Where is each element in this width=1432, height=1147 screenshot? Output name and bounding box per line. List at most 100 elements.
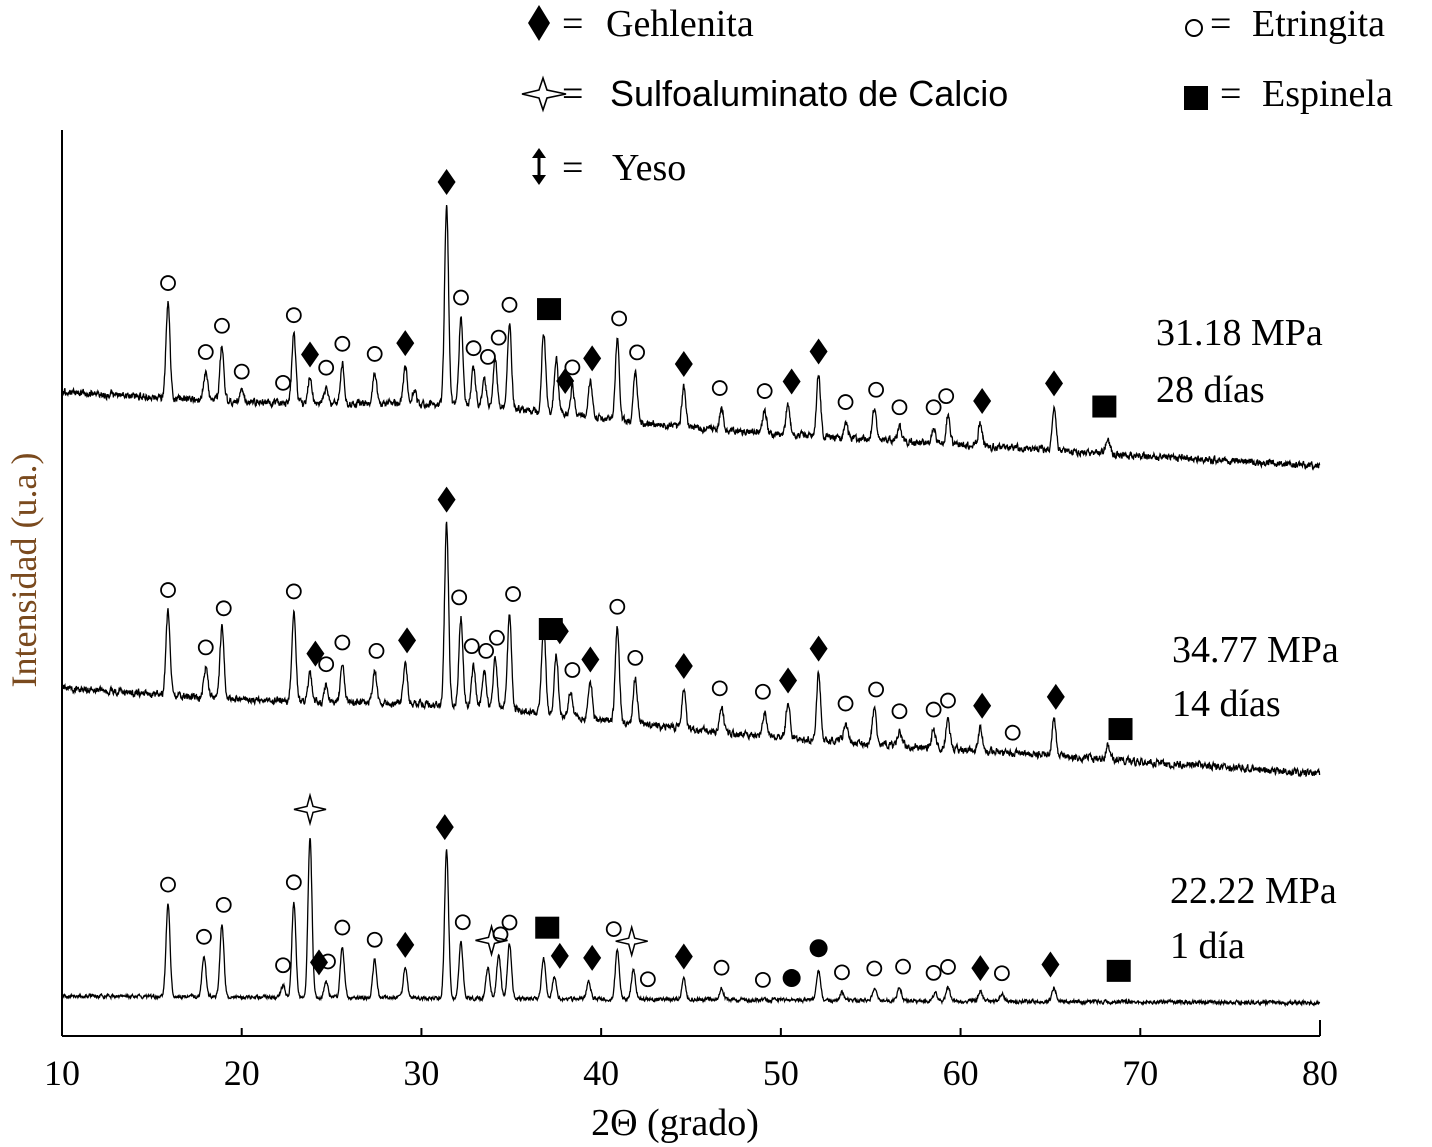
series-label-28dias: 31.18 MPa 28 días — [1156, 312, 1323, 411]
x-axis-label: 2Θ (grado) — [591, 1102, 759, 1144]
peak-marker-circle-open — [480, 348, 496, 365]
peak-marker-circle-open — [197, 344, 214, 360]
peak-marker-circle-open — [318, 359, 335, 376]
peak-marker-circle-open — [160, 876, 176, 893]
legend-label-yeso: Yeso — [612, 147, 686, 189]
x-tick-label: 40 — [583, 1053, 619, 1093]
legend-item-yeso: = Yeso — [532, 147, 686, 189]
legend-item-gehlenita: = Gehlenita — [528, 3, 754, 45]
series-label-strength: 34.77 MPa — [1172, 629, 1339, 671]
peak-marker-circle-open — [215, 896, 232, 913]
legend-diamond-icon — [528, 5, 550, 41]
x-tick-label: 10 — [44, 1053, 80, 1093]
peak-marker-circle-open — [834, 964, 850, 981]
peak-marker-circle-open — [754, 971, 771, 988]
peak-marker-circle-open — [490, 329, 507, 346]
peak-marker-diamond — [809, 338, 828, 365]
peak-marker-circle-open — [564, 662, 581, 678]
xrd-trace-series-1 — [61, 521, 1321, 778]
peak-marker-star4 — [615, 924, 648, 959]
peak-marker-diamond — [674, 351, 693, 378]
legend-label-gehlenita: Gehlenita — [606, 3, 754, 45]
peak-marker-diamond — [396, 330, 415, 357]
legend-label-sulfoaluminato: Sulfoaluminato de Calcio — [610, 73, 1008, 114]
peak-marker-circle-open — [233, 363, 250, 380]
legend-eq: = — [1220, 73, 1241, 115]
series-label-age: 14 días — [1172, 683, 1281, 725]
peak-marker-diamond — [398, 627, 417, 654]
peak-marker-diamond — [437, 168, 456, 195]
peak-marker-circle-open — [489, 629, 505, 646]
peak-marker-circle-open — [334, 919, 351, 936]
peak-marker-circle-open — [564, 359, 581, 376]
peak-marker-diamond — [396, 931, 415, 958]
x-tick-label: 50 — [763, 1053, 799, 1093]
peak-marker-circle-open — [627, 649, 644, 666]
peak-marker-diamond — [1046, 683, 1065, 710]
peak-marker-circle-open — [285, 874, 302, 891]
x-tick-label: 60 — [943, 1053, 979, 1093]
peak-marker-circle-open — [215, 600, 232, 617]
legend-label-espinela: Espinela — [1262, 73, 1393, 115]
peak-marker-circle-open — [868, 681, 885, 698]
legend-updown-arrow-icon — [532, 148, 546, 185]
peak-marker-diamond — [550, 618, 569, 645]
peak-marker-circle-open — [938, 388, 955, 405]
peak-marker-circle-open — [891, 703, 908, 720]
peak-marker-circle-open — [837, 394, 854, 410]
peak-marker-circle-open — [285, 307, 302, 324]
peak-marker-circle-open — [505, 586, 521, 602]
peak-marker-circle-open — [713, 959, 730, 976]
peak-marker-circle-open — [196, 928, 212, 945]
peak-marker-circle-open — [866, 960, 883, 977]
series-label-strength: 22.22 MPa — [1170, 870, 1337, 912]
peak-marker-circle-open — [639, 971, 656, 988]
peak-marker-square — [1106, 959, 1131, 982]
x-ticks: 10 20 30 40 50 60 70 80 — [44, 1028, 1338, 1093]
peak-marker-diamond — [779, 667, 798, 694]
x-tick-label: 20 — [224, 1053, 260, 1093]
legend-open-circle-icon — [1185, 19, 1203, 37]
series-label-14dias: 34.77 MPa 14 días — [1172, 629, 1339, 725]
legend-star-icon — [521, 75, 567, 113]
peak-marker-dot-filled — [782, 969, 801, 988]
peak-marker-circle-open — [629, 344, 645, 361]
peak-marker-circle-open — [453, 289, 469, 306]
legend-label-etringita: Etringita — [1252, 3, 1385, 45]
peak-marker-circle-open — [214, 317, 230, 334]
peak-marker-diamond — [1045, 370, 1064, 397]
peak-marker-circle-open — [711, 380, 728, 396]
peak-marker-diamond — [583, 345, 602, 372]
peak-marker-square — [535, 916, 560, 939]
peak-marker-diamond — [674, 943, 693, 970]
peak-marker-circle-open — [454, 914, 471, 931]
legend-square-icon — [1184, 86, 1208, 110]
peak-marker-circle-open — [160, 582, 176, 598]
legend: = Gehlenita = Etringita = Sulfoaluminato… — [521, 3, 1393, 189]
series-label-age: 1 día — [1170, 925, 1245, 967]
peak-marker-square — [1108, 718, 1133, 741]
x-tick-label: 80 — [1302, 1053, 1338, 1093]
legend-eq: = — [562, 3, 583, 45]
peak-marker-circle-open — [366, 346, 383, 362]
peak-marker-diamond — [971, 955, 990, 982]
legend-item-etringita: = Etringita — [1185, 3, 1385, 45]
legend-eq: = — [1210, 3, 1231, 45]
peak-marker-diamond — [550, 942, 569, 969]
peak-marker-circle-open — [318, 656, 335, 673]
peak-marker-circle-open — [837, 695, 854, 712]
peak-marker-circle-open — [891, 399, 908, 416]
peak-marker-circle-open — [334, 634, 351, 651]
peak-marker-circle-open — [368, 643, 385, 659]
peak-marker-circle-open — [754, 683, 771, 700]
peak-marker-circle-open — [334, 335, 351, 352]
peak-marker-circle-open — [925, 399, 942, 416]
peak-marker-star4 — [293, 792, 327, 827]
x-tick-label: 30 — [403, 1053, 439, 1093]
peak-marker-diamond — [674, 652, 693, 679]
x-tick-label: 70 — [1122, 1053, 1158, 1093]
peak-marker-circle-open — [711, 680, 728, 697]
legend-item-espinela: = Espinela — [1184, 73, 1393, 115]
peak-marker-diamond — [782, 368, 801, 395]
legend-eq: = — [562, 147, 583, 189]
